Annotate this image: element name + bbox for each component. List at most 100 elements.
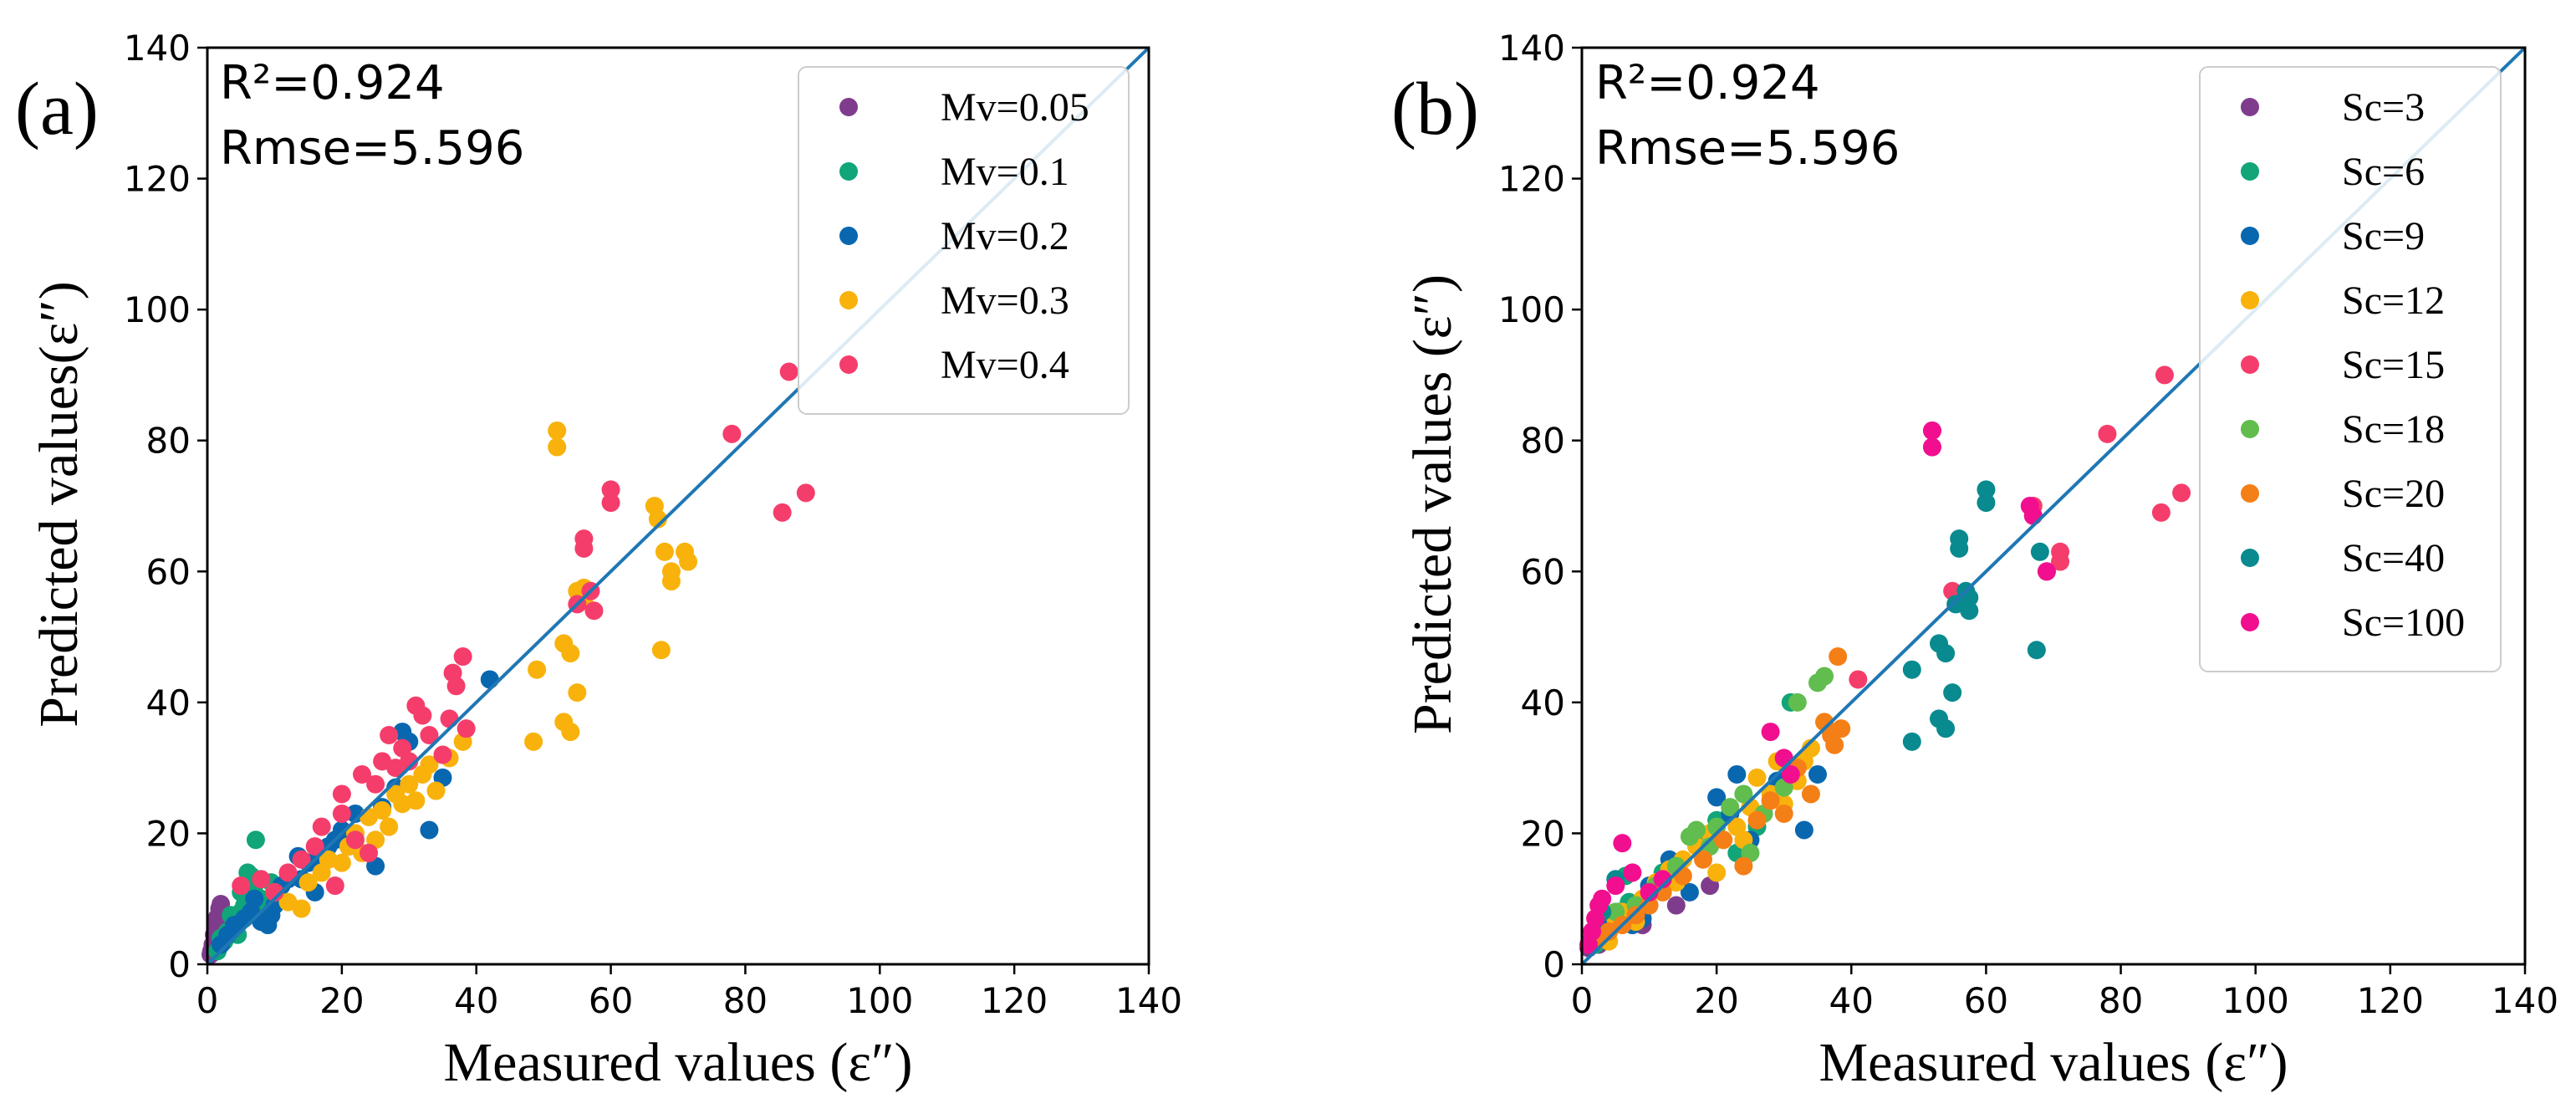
data-point <box>345 830 365 850</box>
legend-box <box>2199 66 2502 672</box>
x-tick-label: 20 <box>1694 980 1738 1021</box>
data-point <box>1977 493 1996 513</box>
data-point <box>246 830 265 850</box>
data-point <box>1902 660 1921 679</box>
data-point <box>480 670 499 689</box>
series-mv-0-4 <box>232 362 815 902</box>
series-sc-18 <box>1606 667 1834 922</box>
data-point <box>1694 850 1713 869</box>
legend-marker <box>2241 420 2259 438</box>
x-tick-label: 0 <box>196 980 219 1021</box>
series-sc-20 <box>1586 647 1851 951</box>
x-tick-label: 20 <box>319 980 364 1021</box>
data-point <box>574 529 594 549</box>
data-point <box>1902 732 1921 751</box>
x-tick-label: 100 <box>2222 980 2289 1021</box>
data-point <box>1950 529 1969 549</box>
panel-label: (a) <box>15 68 99 151</box>
data-point <box>779 362 798 381</box>
panel-b: (b) 0 20 40 60 80 100 120 140 0 20 40 60 80 100 120 140… <box>1391 28 2558 1093</box>
x-tick-label: 80 <box>723 980 768 1021</box>
data-point <box>292 850 311 869</box>
axes-frame <box>206 46 1150 966</box>
x-tick-label: 80 <box>2099 980 2143 1021</box>
data-point <box>1960 601 1979 621</box>
data-point <box>1936 644 1956 663</box>
data-point <box>1761 791 1780 810</box>
y-tick-label: 0 <box>168 944 191 985</box>
x-tick-label: 140 <box>2492 980 2558 1021</box>
data-point <box>360 843 379 862</box>
data-point <box>1680 882 1699 902</box>
x-tick-label: 120 <box>2357 980 2424 1021</box>
data-point <box>2098 424 2117 443</box>
data-point <box>568 683 587 703</box>
legend: Sc=3 Sc=6 Sc=9 Sc=12 Sc=15 Sc=18 Sc=20 Sc=40 Sc=… <box>2199 66 2502 672</box>
x-tick-label: 60 <box>589 980 633 1021</box>
data-point <box>312 817 331 836</box>
data-point <box>1788 692 1807 712</box>
y-axis-label: Predicted values(ε″) <box>28 281 89 728</box>
data-point <box>420 820 439 840</box>
data-point <box>1747 768 1767 787</box>
legend-label: Sc=3 <box>2342 85 2425 130</box>
legend-label: Mv=0.3 <box>941 278 1069 323</box>
data-point <box>332 784 351 804</box>
legend-marker <box>839 227 858 245</box>
data-point <box>1606 876 1625 896</box>
r2-annotation: R²=0.924 <box>1595 56 1820 110</box>
data-point <box>1801 784 1820 804</box>
data-point <box>265 882 284 902</box>
legend-marker <box>2241 484 2259 503</box>
data-point <box>648 509 667 529</box>
data-point <box>1613 834 1632 853</box>
data-point <box>420 726 439 744</box>
data-point <box>1707 788 1727 807</box>
data-point <box>661 572 681 591</box>
data-point <box>232 876 251 896</box>
data-point <box>1707 863 1727 882</box>
legend-marker <box>839 98 858 116</box>
legend-label: Mv=0.1 <box>941 150 1069 194</box>
x-tick-label: 100 <box>846 980 913 1021</box>
data-point <box>413 706 432 725</box>
x-tick-label: 40 <box>454 980 498 1021</box>
data-point <box>1653 870 1672 889</box>
data-point <box>453 647 472 667</box>
data-point <box>446 677 466 696</box>
data-point <box>1640 896 1659 915</box>
data-point <box>1936 719 1956 738</box>
legend-marker <box>2241 162 2259 181</box>
data-point <box>373 801 392 820</box>
data-point <box>2037 562 2056 581</box>
data-point <box>245 889 264 908</box>
data-point <box>298 873 318 892</box>
rmse-annotation: Rmse=5.596 <box>220 121 524 176</box>
y-tick-label: 140 <box>1498 28 1565 69</box>
data-point <box>1922 437 1941 457</box>
x-tick-label: 40 <box>1829 980 1874 1021</box>
data-point <box>2027 641 2046 660</box>
data-point <box>524 732 543 751</box>
data-point <box>2051 552 2070 571</box>
y-axis-label: Predicted values (ε″) <box>1402 274 1463 734</box>
legend-label: Sc=100 <box>2342 600 2465 645</box>
series-mv-0-3 <box>265 421 698 918</box>
data-point <box>796 483 815 503</box>
data-point <box>420 755 439 774</box>
data-point <box>2023 506 2043 525</box>
data-point <box>1623 863 1642 882</box>
data-point <box>1849 670 1868 689</box>
y-tick-label: 80 <box>146 421 191 462</box>
data-point <box>601 480 620 499</box>
y-tick-label: 120 <box>1498 159 1565 200</box>
data-point <box>2172 483 2191 503</box>
data-point <box>1640 882 1659 902</box>
data-point <box>380 726 399 744</box>
data-point <box>1666 896 1686 915</box>
data-point <box>426 781 446 800</box>
legend-box <box>798 66 1130 415</box>
panel-label: (b) <box>1391 68 1479 151</box>
data-point <box>457 719 476 738</box>
